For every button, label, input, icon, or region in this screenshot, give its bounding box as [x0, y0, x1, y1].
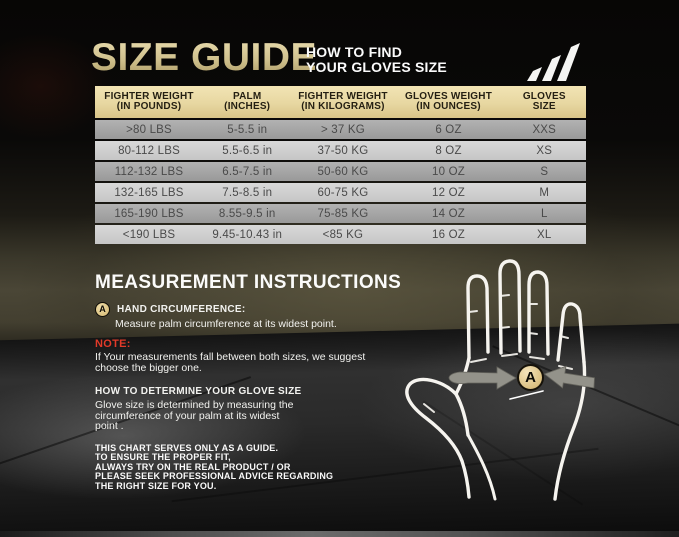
cell: <190 LBS — [122, 228, 176, 241]
cell: 14 OZ — [432, 207, 465, 220]
col-header-gloves-weight: GLOVES WEIGHT (IN OUNCES) — [404, 90, 493, 112]
cell: 16 OZ — [432, 228, 465, 241]
col-header-palm: PALM (INCHES) — [224, 90, 271, 112]
how-to-determine-text: Glove size is determined by measuring th… — [95, 399, 294, 432]
cell: 112-132 LBS — [114, 165, 184, 178]
cell: 50-60 KG — [317, 165, 369, 178]
disclaimer-line: ALWAYS TRY ON THE REAL PRODUCT / OR — [95, 461, 291, 472]
cell: 132-165 LBS — [114, 186, 184, 199]
size-table: FIGHTER WEIGHT (IN POUNDS) PALM (INCHES) F… — [95, 86, 586, 244]
table-row: 165-190 LBS 8.55-9.5 in 75-85 KG 14 OZ L — [95, 204, 586, 223]
note-label: NOTE: — [95, 338, 131, 350]
disclaimer-line: PLEASE SEEK PROFESSIONAL ADVICE REGARDIN… — [95, 471, 334, 481]
cell: <85 KG — [322, 228, 364, 241]
cell: 8.55-9.5 in — [218, 207, 276, 220]
col-header-fighter-weight-kg: FIGHTER WEIGHT (IN KILOGRAMS) — [298, 90, 388, 112]
disclaimer-text: THIS CHART SERVES ONLY AS A GUIDE. TO EN… — [95, 442, 405, 492]
cell: > 37 KG — [320, 123, 365, 136]
table-header-row: FIGHTER WEIGHT (IN POUNDS) PALM (INCHES) F… — [95, 86, 586, 118]
hand-circumference-text: Measure palm circumference at its widest… — [115, 318, 337, 330]
hand-outline-illustration — [405, 259, 595, 501]
table-row: <190 LBS 9.45-10.43 in <85 KG 16 OZ XL — [95, 225, 586, 244]
cell: 165-190 LBS — [114, 207, 184, 220]
cell: M — [539, 186, 550, 199]
bottom-edge-strip — [0, 531, 679, 537]
marker-a-circle: A — [517, 364, 544, 391]
table-row: 132-165 LBS 7.5-8.5 in 60-75 KG 12 OZ M — [95, 183, 586, 202]
cell: >80 LBS — [126, 123, 172, 136]
cell: 60-75 KG — [317, 186, 369, 199]
cell: XS — [536, 144, 553, 157]
cell: 37-50 KG — [317, 144, 369, 157]
cell: 7.5-8.5 in — [222, 186, 273, 199]
subtitle-line2: YOUR GLOVES SIZE — [306, 59, 447, 75]
cell: XXS — [532, 123, 557, 136]
hand-circumference-item: A HAND CIRCUMFERENCE: — [95, 302, 405, 317]
disclaimer-line: THE RIGHT SIZE FOR YOU. — [95, 480, 217, 491]
cell: 5.5-6.5 in — [222, 144, 273, 157]
subtitle-line1: HOW TO FIND — [306, 44, 403, 60]
table-row: >80 LBS 5-5.5 in > 37 KG 6 OZ XXS — [95, 120, 586, 139]
col-header-fighter-weight-lbs: FIGHTER WEIGHT (IN POUNDS) — [104, 90, 194, 112]
marker-a-badge-icon: A — [95, 302, 110, 317]
adidas-logo-icon — [527, 43, 580, 81]
page-subtitle: HOW TO FIND YOUR GLOVES SIZE — [306, 45, 447, 75]
cell: L — [540, 207, 548, 220]
how-to-determine-title: HOW TO DETERMINE YOUR GLOVE SIZE — [95, 386, 302, 397]
instructions-title: MEASUREMENT INSTRUCTIONS — [95, 272, 402, 293]
cell: 9.45-10.43 in — [212, 228, 283, 241]
cell: 6 OZ — [435, 123, 462, 136]
hand-circumference-label: HAND CIRCUMFERENCE: — [117, 304, 246, 315]
measurement-instructions: MEASUREMENT INSTRUCTIONS A HAND CIRCUMFE… — [95, 272, 405, 491]
table-row: 80-112 LBS 5.5-6.5 in 37-50 KG 8 OZ XS — [95, 141, 586, 160]
measure-arrows-icon — [448, 365, 595, 390]
cell: 12 OZ — [432, 186, 465, 199]
cell: 10 OZ — [432, 165, 465, 178]
note-text: If Your measurements fall between both s… — [95, 351, 366, 374]
cell: S — [540, 165, 549, 178]
cell: 80-112 LBS — [118, 144, 180, 157]
disclaimer-line: THIS CHART SERVES ONLY AS A GUIDE. — [95, 442, 279, 453]
cell: 6.5-7.5 in — [222, 165, 273, 178]
col-header-gloves-size: GLOVES SIZE — [522, 90, 566, 112]
cell: 5-5.5 in — [227, 123, 268, 136]
cell: 75-85 KG — [317, 207, 369, 220]
cell: XL — [537, 228, 552, 241]
disclaimer-line: TO ENSURE THE PROPER FIT, — [95, 452, 231, 462]
table-row: 112-132 LBS 6.5-7.5 in 50-60 KG 10 OZ S — [95, 162, 586, 181]
page-title: SIZE GUIDE — [91, 36, 318, 79]
cell: 8 OZ — [435, 144, 462, 157]
